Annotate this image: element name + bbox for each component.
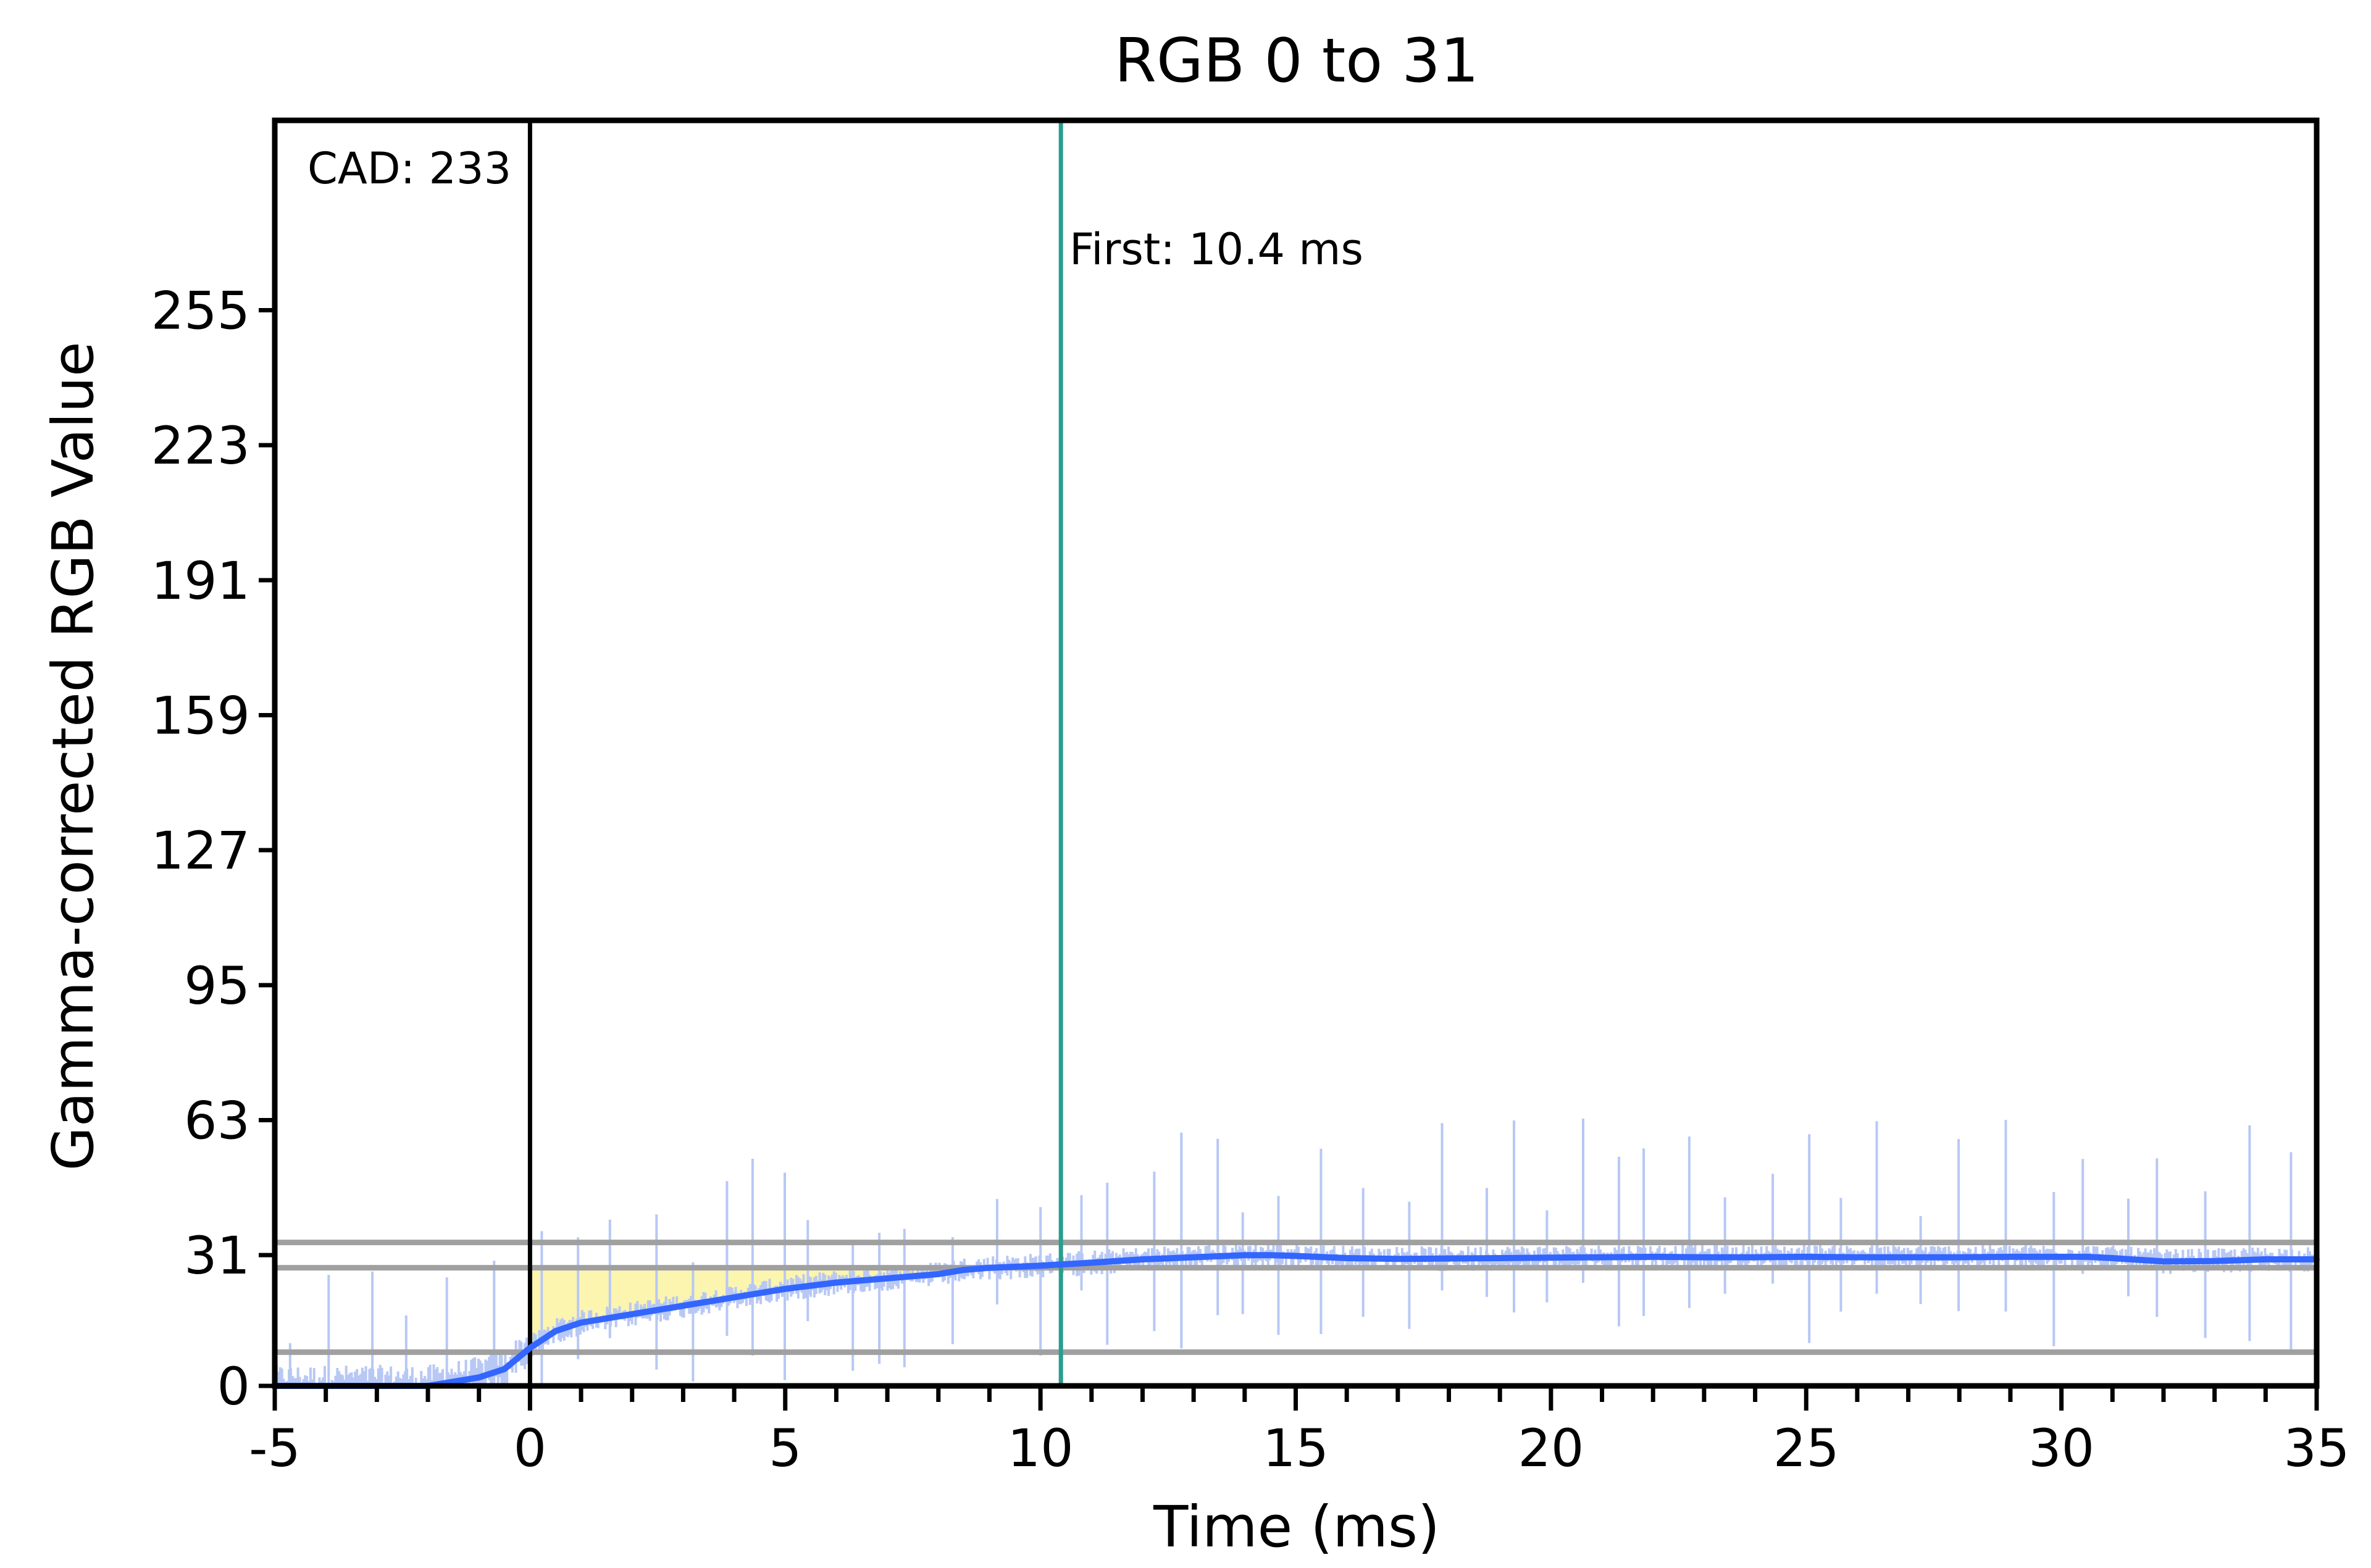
first-annotation: First: 10.4 ms xyxy=(1069,224,1363,275)
y-tick-label: 31 xyxy=(184,1225,250,1286)
transition-shade xyxy=(530,1264,1061,1348)
plot-frame xyxy=(272,117,2320,1389)
x-tick-label: -5 xyxy=(249,1418,301,1478)
x-tick-label: 30 xyxy=(2028,1418,2094,1478)
cad-annotation: CAD: 233 xyxy=(307,143,511,194)
raw-sample-trace xyxy=(274,1119,2317,1386)
y-tick-label: 255 xyxy=(151,281,250,341)
x-tick-label: 15 xyxy=(1263,1418,1329,1478)
x-tick-label: 25 xyxy=(1773,1418,1839,1478)
x-tick-label: 5 xyxy=(769,1418,801,1478)
y-tick-label: 223 xyxy=(151,415,250,476)
chart-title: RGB 0 to 31 xyxy=(1114,26,1479,96)
y-tick-label: 191 xyxy=(151,551,250,611)
y-axis-label: Gamma-corrected RGB Value xyxy=(40,341,106,1170)
x-tick-label: 20 xyxy=(1518,1418,1584,1478)
y-tick-label: 159 xyxy=(151,686,250,746)
x-tick-label: 35 xyxy=(2284,1418,2350,1478)
y-tick-label: 63 xyxy=(184,1091,250,1151)
y-tick-label: 95 xyxy=(184,956,250,1016)
y-tick-label: 0 xyxy=(217,1356,250,1417)
x-tick-label: 0 xyxy=(514,1418,546,1478)
x-tick-label: 10 xyxy=(1008,1418,1074,1478)
smoothed-series-line xyxy=(272,1252,2320,1389)
y-tick-label: 127 xyxy=(151,820,250,881)
x-axis-label: Time (ms) xyxy=(1153,1494,1440,1560)
